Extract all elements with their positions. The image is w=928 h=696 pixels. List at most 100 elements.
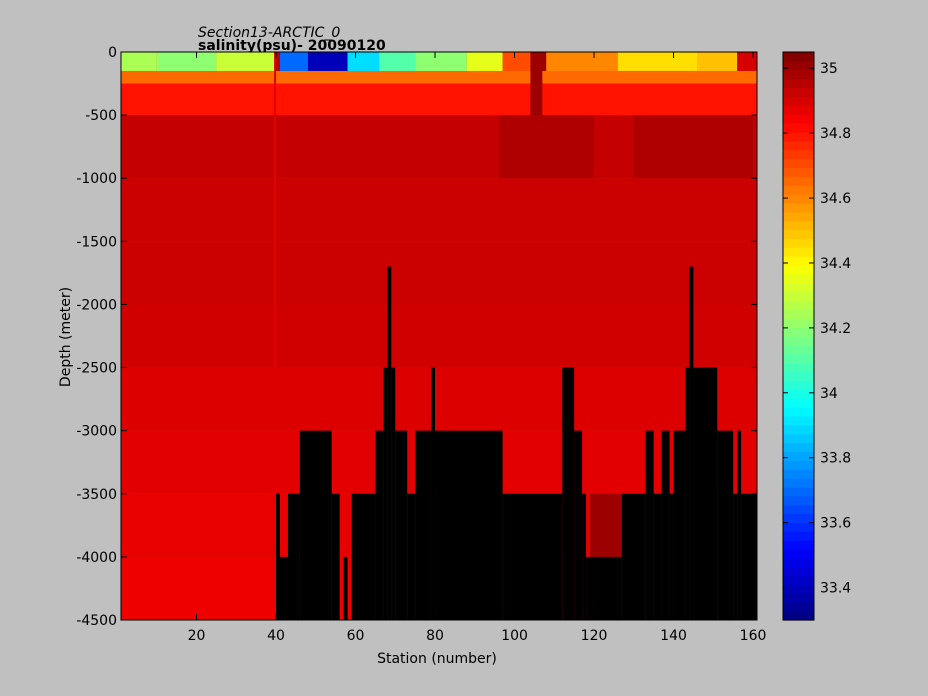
colorbar-segment [783,575,814,586]
seafloor-cell [586,556,595,620]
x-tick-label: 60 [347,628,365,644]
colorbar-segment [783,557,814,568]
colorbar-segment [783,336,814,346]
colorbar-segment [783,442,814,452]
x-tick-label: 100 [501,628,528,644]
surface-salinity-cell [307,52,348,71]
surface-salinity-cell [546,52,618,71]
plot-area: 20 40 60 80 100 120 140 160 0 -500 -1000 -1500 -200… [76,45,766,644]
seafloor-cell [689,266,694,620]
colorbar-segment [783,584,814,594]
colorbar-segment [783,389,814,399]
colorbar-segment [783,52,814,62]
colorbar-segment [783,504,814,515]
colorbar-segment [783,398,814,408]
x-tick-label: 120 [581,628,608,644]
colorbar-segment [783,566,814,577]
seafloor-cell [343,556,348,620]
colorbar-segment [783,167,814,177]
colorbar-segment [783,353,814,364]
colorbar-segment [783,149,814,160]
chart-title: Section13-ARCTIC_0 [198,25,340,41]
colorbar-segment [783,415,814,426]
seafloor-cell [621,493,646,620]
colorbar-tick-label: 33.4 [820,581,851,597]
colorbar-tick-label: 33.6 [820,516,851,532]
colorbar-tick-label: 34 [820,386,838,402]
colorbar-segment [783,123,814,133]
colorbar-segment [783,424,814,435]
colorbar-segment [783,522,814,532]
seafloor-cell [673,430,686,620]
colorbar-segment [783,309,814,319]
seafloor-cell [661,430,670,620]
surface-salinity-cell [121,52,157,71]
colorbar-frame [782,51,815,621]
surface-salinity-cell [737,52,757,71]
colorbar-segment [783,87,814,97]
salinity-layer-cell [121,367,757,431]
x-tick-label: 40 [267,628,285,644]
seafloor-mask [276,266,757,620]
colorbar-segment [783,371,814,381]
seafloor-cell [299,430,332,620]
seafloor-cell [669,493,674,620]
colorbar-segment [783,593,814,603]
seafloor-cell [395,430,408,620]
seafloor-cell [717,430,734,620]
surface-salinity-cell [617,52,698,71]
seafloor-cell [391,367,396,620]
colorbar-segment [783,460,814,470]
seafloor-cell [280,556,288,620]
colorbar-tick-label: 34.8 [820,126,851,142]
colorbar-segment [783,114,814,124]
x-axis-ticks: 20 40 60 80 100 120 140 160 [188,52,766,644]
colorbar-gradient [783,52,814,621]
seafloor-cell [574,430,583,620]
surface-salinity-cell [216,52,277,71]
surface-salinity-cell [347,52,380,71]
y-tick-label: -500 [85,108,117,124]
x-tick-label: 20 [188,628,206,644]
y-axis-ticks: 0 -500 -1000 -1500 -2000 -2500 -3000 -3500 -4000… [76,45,757,629]
surface-salinity-cell [415,52,467,71]
y-tick-label: -4500 [76,613,117,629]
colorbar-tick-label: 34.2 [820,321,851,337]
seafloor-cell [435,430,503,620]
colorbar-segment [783,451,814,461]
colorbar: 33.4 33.6 33.8 34 34.2 34.4 34.6 34.8 35 [782,51,851,621]
y-axis-label: Depth (meter) [58,287,74,387]
seafloor-cell [431,367,436,620]
surface-salinity-cell [276,52,280,71]
salinity-anomaly-cell [590,493,622,557]
colorbar-segment [783,211,814,222]
y-tick-label: -3000 [76,424,117,440]
colorbar-tick-label: 34.6 [820,191,851,207]
colorbar-tick-label: 34.4 [820,256,851,272]
colorbar-segment [783,531,814,541]
seafloor-cell [582,493,587,620]
colorbar-segment [783,300,814,310]
seafloor-cell [594,556,622,620]
seafloor-cell [276,493,280,620]
colorbar-segment [783,327,814,337]
surface-salinity-cell [280,52,308,71]
surface-salinity-cell [156,52,217,71]
salinity-layer-cell [121,241,757,305]
colorbar-segment [783,486,814,497]
colorbar-segment [783,282,814,293]
seafloor-cell [375,430,384,620]
colorbar-segment [783,362,814,373]
seafloor-cell [502,493,563,620]
seafloor-cell [645,430,654,620]
seafloor-cell [741,493,757,620]
seafloor-cell [562,367,575,620]
y-tick-label: -2000 [76,297,117,313]
colorbar-segment [783,140,814,151]
colorbar-segment [783,433,814,444]
seafloor-cell [383,367,388,620]
x-tick-label: 80 [426,628,444,644]
y-tick-label: -3500 [76,487,117,503]
colorbar-segment [783,60,814,71]
